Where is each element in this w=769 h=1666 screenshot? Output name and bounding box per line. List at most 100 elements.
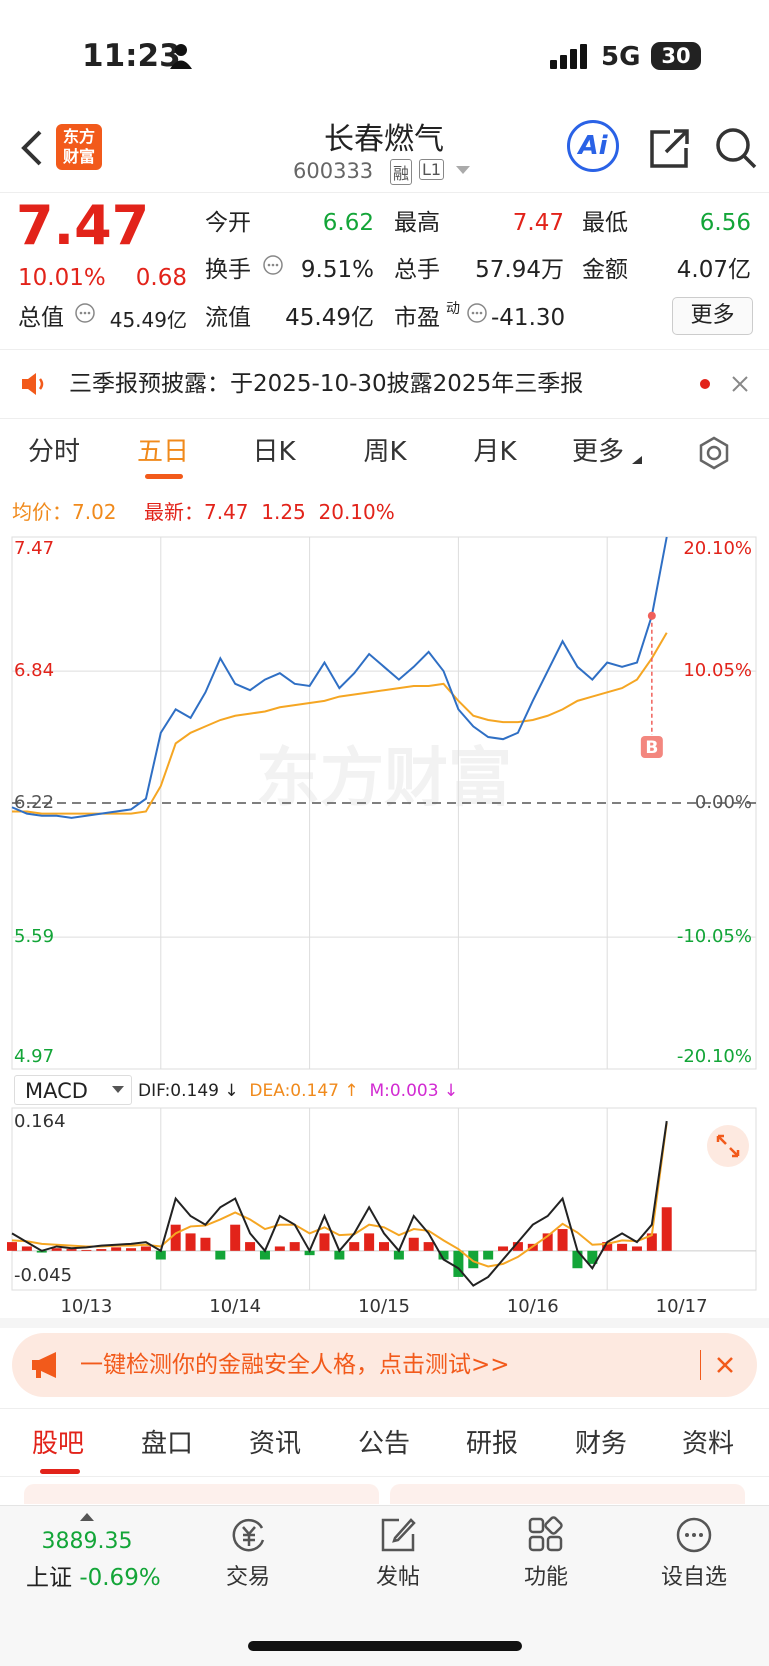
section-tab[interactable]: 资讯 [248,1429,302,1459]
ai-button[interactable]: Ai [567,120,619,172]
tab[interactable]: 周K [363,437,407,467]
post-icon[interactable] [379,1516,417,1554]
indicator-select[interactable]: MACD [14,1075,132,1105]
badge: L1 [419,159,445,180]
tab[interactable]: 分时 [27,437,81,467]
dea-line [11,1122,668,1268]
divider [0,1408,769,1409]
tab[interactable]: 日K [252,437,296,467]
macd-bar [587,1250,598,1264]
marker-badge [640,736,663,758]
value: 7.47 [204,500,249,524]
dropdown-icon[interactable] [456,166,470,176]
close-button[interactable] [716,1356,734,1374]
y-tick-label: -0.045 [14,1265,72,1286]
macd-bar [51,1248,62,1251]
macd-bar [319,1233,330,1251]
marker-dot [647,611,656,620]
field-label: 最高 [394,210,440,236]
nav-item[interactable]: 发帖 [375,1565,421,1590]
last-legend: 最新：7.47 1.25 20.10% [144,499,395,525]
field-value: 45.49亿 [109,308,187,332]
user-icon [170,44,192,69]
macd-bar [453,1250,464,1277]
nav-item[interactable]: 交易 [225,1565,271,1590]
dif: DIF:0.149 ↓ [138,1081,239,1101]
section-tab[interactable]: 财务 [574,1429,628,1459]
bottom-nav [0,1505,769,1666]
megaphone-icon [32,1352,56,1378]
macd-bar [140,1246,151,1251]
field-label: 今开 [205,210,251,236]
section-tab[interactable]: 盘口 [140,1429,194,1459]
network: 5G [601,42,641,72]
banner[interactable] [12,1333,757,1397]
macd-bar [617,1243,628,1251]
watchlist-icon[interactable] [675,1516,713,1554]
macd-bar [7,1242,17,1251]
y-tick-label: 4.97 [14,1046,54,1067]
change-pct: 10.01% [18,265,106,291]
field-label: 总值 [18,305,64,331]
section-tab[interactable]: 资料 [681,1429,735,1459]
section-tab-active[interactable]: 股吧 [31,1429,85,1459]
back-button[interactable] [18,128,46,168]
close-button[interactable] [731,375,749,393]
macd-bar [646,1233,657,1251]
macd-legend: DIF:0.149 ↓ DEA:0.147 ↑ M:0.003 ↓ [138,1079,458,1103]
expand-icon[interactable] [80,1512,94,1522]
field-value: -41.30 [491,305,566,331]
label: MACD [25,1079,88,1103]
more-button[interactable]: 更多 [672,297,753,335]
section-tab[interactable]: 研报 [465,1429,519,1459]
macd-bar [557,1229,568,1251]
x-tick-label: 10/15 [358,1296,410,1317]
logo: 东方财富 [56,124,102,170]
nav-item[interactable]: 功能 [523,1565,569,1590]
info-icon[interactable] [466,302,488,324]
macd-bar [602,1242,613,1251]
trade-icon[interactable] [230,1516,268,1554]
macd-bar [170,1224,181,1251]
section-tab[interactable]: 公告 [357,1429,411,1459]
share-button[interactable] [648,126,692,170]
macd-bar [215,1250,226,1260]
macd-bar [393,1250,404,1260]
index[interactable]: 上证 -0.69% [26,1563,161,1593]
banner-text[interactable]: 一键检测你的金融安全人格，点击测试>> [80,1352,510,1378]
speaker-icon [22,373,44,395]
price: 7.47 [16,194,150,257]
search-button[interactable] [714,126,758,170]
macd-bar [274,1246,285,1251]
info-icon[interactable] [262,254,284,276]
macd-bar [408,1237,419,1251]
macd-bar [126,1248,137,1251]
field-label: 最低 [582,210,628,236]
y-pct-label: 10.05% [683,660,752,681]
dropdown-icon [112,1086,124,1093]
nav-item[interactable]: 设自选 [660,1565,728,1590]
value: 1.25 [261,500,306,524]
label: 最新： [144,500,204,524]
macd-bar [289,1242,300,1251]
tab[interactable]: 月K [473,437,517,467]
tab[interactable]: 更多 [571,437,625,467]
info-icon[interactable] [74,302,96,324]
divider [0,1476,769,1477]
tab-active[interactable]: 五日 [136,437,190,467]
y-pct-label: 20.10% [683,538,752,559]
index-value[interactable]: 3889.35 [41,1529,133,1554]
function-icon[interactable] [527,1516,565,1554]
gap [0,1318,769,1328]
expand-button[interactable] [706,1124,750,1168]
signal-icon [550,44,587,69]
field-value: 6.56 [699,210,751,236]
macd-frame [11,1107,757,1291]
field-label: 流值 [205,305,251,331]
field-label: 市盈 [394,305,440,331]
settings-button[interactable] [697,436,731,470]
macd-bar [230,1224,241,1251]
marker-label: B [645,738,658,758]
notice[interactable]: 三季报预披露：于2025-10-30披露2025年三季报 [69,371,584,397]
